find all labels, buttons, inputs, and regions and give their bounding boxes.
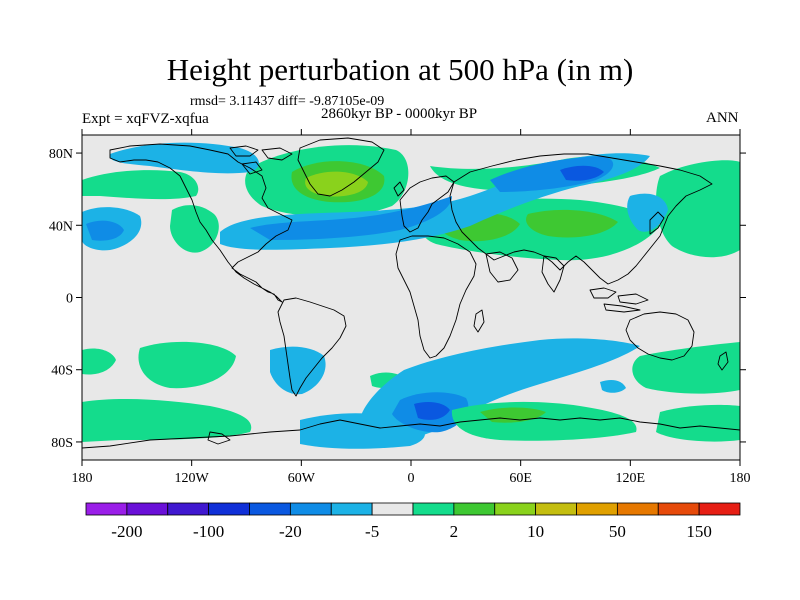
colorbar-swatch: [535, 502, 577, 516]
colorbar-label: 10: [527, 522, 544, 541]
lon-tick-label: 180: [730, 471, 751, 486]
colorbar-label: 50: [609, 522, 626, 541]
colorbar-label: 2: [450, 522, 459, 541]
colorbar-swatch: [330, 502, 373, 516]
period-label: 2860kyr BP - 0000kyr BP: [321, 106, 478, 122]
latitude-axis: 80N 40N 0 40S 80S: [49, 147, 746, 451]
lon-tick-label: 60W: [288, 471, 316, 486]
colorbar-swatch: [576, 502, 618, 516]
colorbar-swatch: [208, 502, 250, 516]
colorbar-swatch: [698, 502, 741, 516]
lat-tick-label: 80S: [51, 436, 73, 451]
colorbar-swatch: [616, 502, 659, 516]
colorbar-swatch: [412, 502, 455, 516]
colorbar-swatch: [249, 502, 291, 516]
longitude-axis: 180 120W 60W 0 60E 120E 180: [72, 129, 751, 486]
colorbar-swatch: [371, 502, 414, 516]
colorbar-label: -100: [193, 522, 224, 541]
lon-tick-label: 120E: [616, 471, 646, 486]
colorbar-swatch: [494, 502, 537, 516]
lon-tick-label: 180: [72, 471, 93, 486]
colorbar: [85, 502, 741, 516]
map-title: Height perturbation at 500 hPa (in m): [166, 52, 634, 87]
season-label: ANN: [706, 110, 739, 126]
colorbar-label: -200: [111, 522, 142, 541]
colorbar-label: -20: [279, 522, 302, 541]
colorbar-labels: -200 -100 -20 -5 2 10 50 150: [111, 522, 712, 541]
colorbar-swatch: [126, 502, 169, 516]
colorbar-label: 150: [686, 522, 712, 541]
lon-tick-label: 60E: [509, 471, 532, 486]
colorbar-swatch: [167, 502, 210, 516]
colorbar-swatch: [289, 502, 332, 516]
colorbar-swatch: [85, 502, 128, 516]
lat-tick-label: 80N: [49, 147, 73, 162]
lon-tick-label: 0: [408, 471, 415, 486]
experiment-label: Expt = xqFVZ-xqfua: [82, 111, 209, 127]
lat-tick-label: 40N: [49, 219, 73, 234]
negative-anomaly-north: [82, 142, 668, 251]
lon-tick-label: 120W: [175, 471, 210, 486]
anomaly-south: [82, 338, 740, 449]
contour-fields: [82, 137, 740, 449]
stats-line: rmsd= 3.11437 diff= -9.87105e-09: [190, 94, 385, 109]
lat-tick-label: 0: [66, 292, 73, 307]
coastlines: [82, 137, 740, 449]
colorbar-label: -5: [365, 522, 379, 541]
colorbar-swatch: [453, 502, 496, 516]
colorbar-swatch: [657, 502, 700, 516]
lat-tick-label: 40S: [51, 364, 73, 379]
